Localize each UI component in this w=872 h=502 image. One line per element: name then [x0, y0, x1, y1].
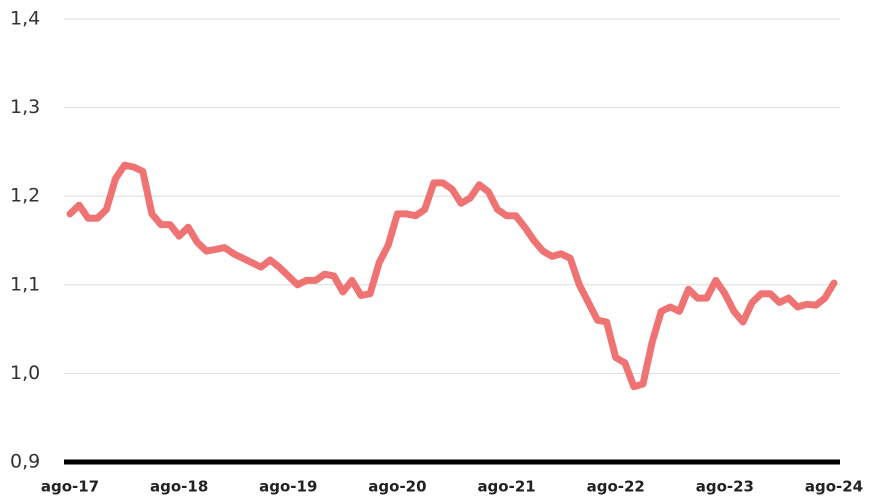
x-tick-label: ago-20 [368, 478, 426, 496]
y-tick-label: 1,0 [10, 362, 40, 384]
x-tick-label: ago-19 [259, 478, 317, 496]
x-tick-label: ago-17 [41, 478, 99, 496]
y-tick-label: 1,3 [10, 96, 40, 118]
x-tick-label: ago-22 [587, 478, 645, 496]
x-tick-label: ago-23 [696, 478, 754, 496]
y-tick-label: 0,9 [10, 451, 40, 473]
y-tick-label: 1,4 [10, 8, 40, 30]
y-tick-label: 1,1 [10, 273, 40, 295]
x-tick-label: ago-18 [150, 478, 208, 496]
x-tick-label: ago-21 [477, 478, 535, 496]
y-tick-label: 1,2 [10, 185, 40, 207]
data-line [66, 161, 838, 391]
x-tick-label: ago-24 [805, 478, 863, 496]
